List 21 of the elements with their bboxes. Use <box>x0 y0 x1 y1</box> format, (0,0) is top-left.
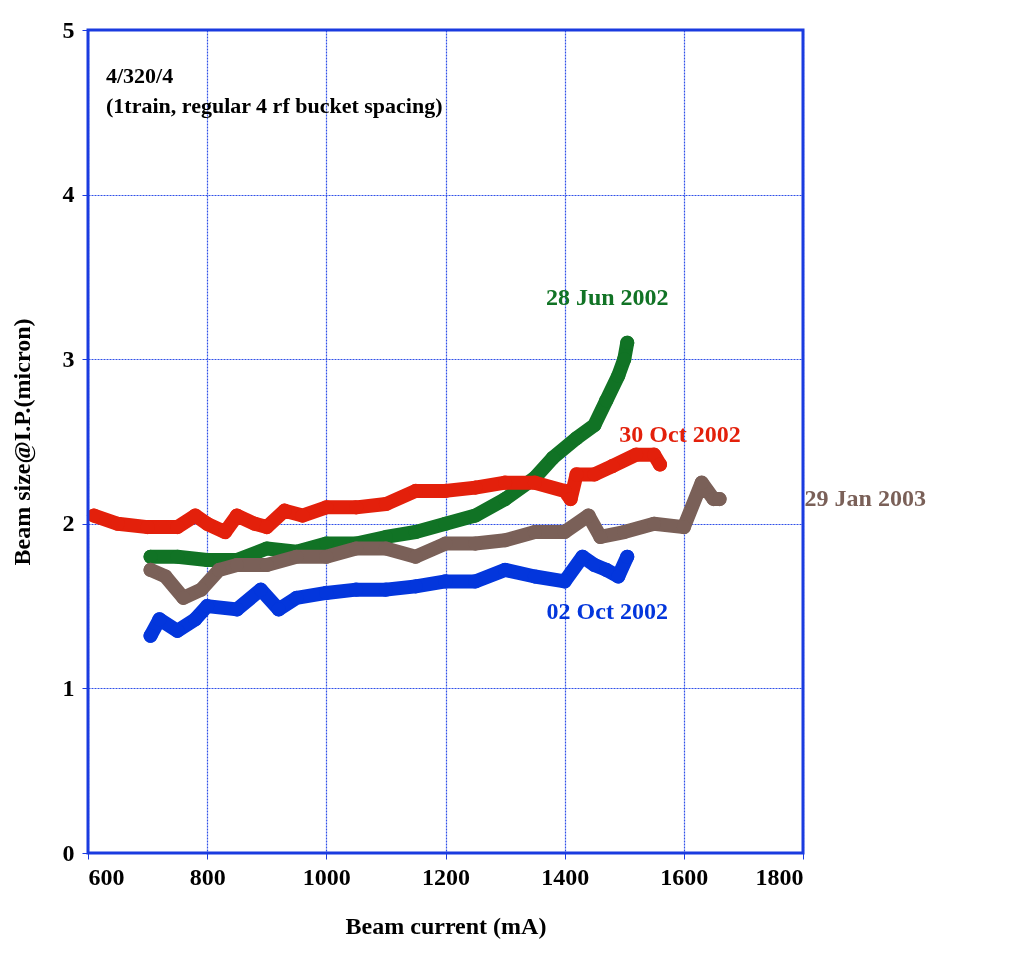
x-tick-label: 1800 <box>755 863 804 890</box>
x-tick-label: 1000 <box>302 863 351 890</box>
x-axis-title: Beam current (mA) <box>345 912 547 939</box>
x-tick-label: 1600 <box>660 863 709 890</box>
annotation: (1train, regular 4 rf bucket spacing) <box>106 93 443 118</box>
text: 29 Jan 2003 <box>804 485 926 512</box>
series-label: 02 Oct 2002 <box>546 597 668 624</box>
y-tick-label: 1 <box>62 674 75 701</box>
x-tick-label: 800 <box>189 863 226 890</box>
series-label: 28 Jun 2002 <box>545 283 669 310</box>
y-tick-label: 5 <box>62 16 75 43</box>
annotation: 4/320/4 <box>106 63 174 88</box>
y-tick-label: 4 <box>62 181 75 208</box>
y-tick-label: 0 <box>62 839 75 866</box>
x-tick-label: 1200 <box>422 863 470 890</box>
x-tick-label: 1400 <box>541 863 590 890</box>
y-tick-label: 2 <box>62 510 75 537</box>
y-axis-title: Beam size@I.P.(micron) <box>8 318 36 566</box>
series-label: 30 Oct 2002 <box>619 420 741 447</box>
y-tick-label: 3 <box>62 345 75 372</box>
x-tick-label: 600 <box>88 863 125 890</box>
